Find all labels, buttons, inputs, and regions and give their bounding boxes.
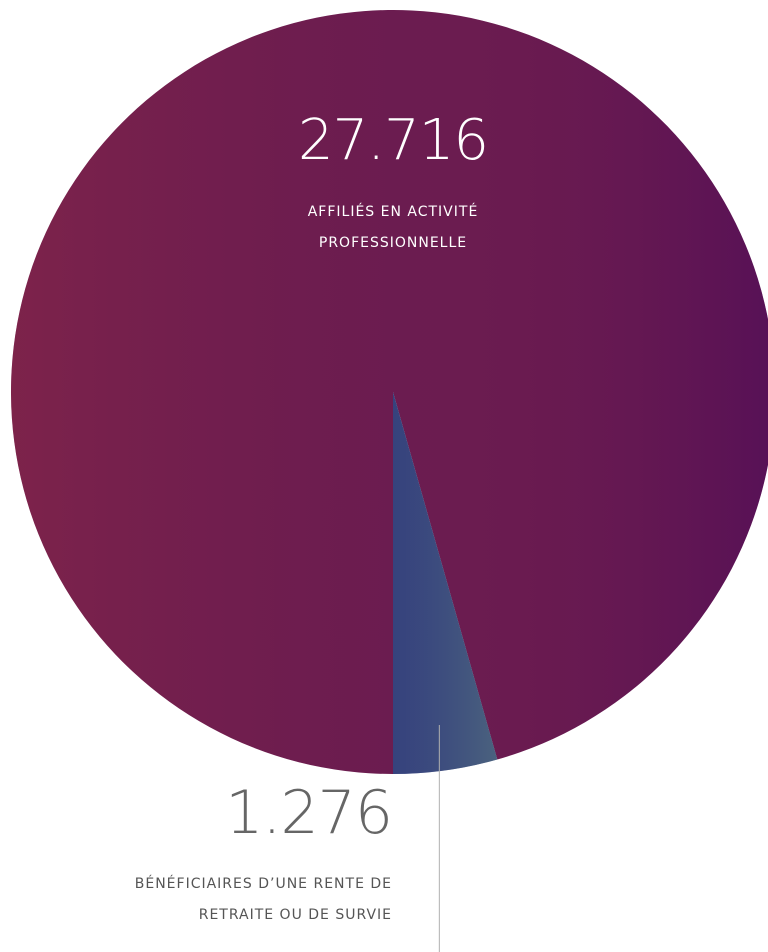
value-label: 1.276 — [225, 778, 393, 848]
slice-shade — [11, 10, 768, 774]
slice-shade — [393, 392, 498, 774]
slice-label: AFFILIÉS EN ACTIVITÉ PROFESSIONNELLE — [307, 204, 479, 251]
value-label: 27.716 — [298, 108, 489, 173]
slice-label: BÉNÉFICIAIRES D’UNE RENTE DE RETRAITE OU… — [134, 876, 392, 923]
